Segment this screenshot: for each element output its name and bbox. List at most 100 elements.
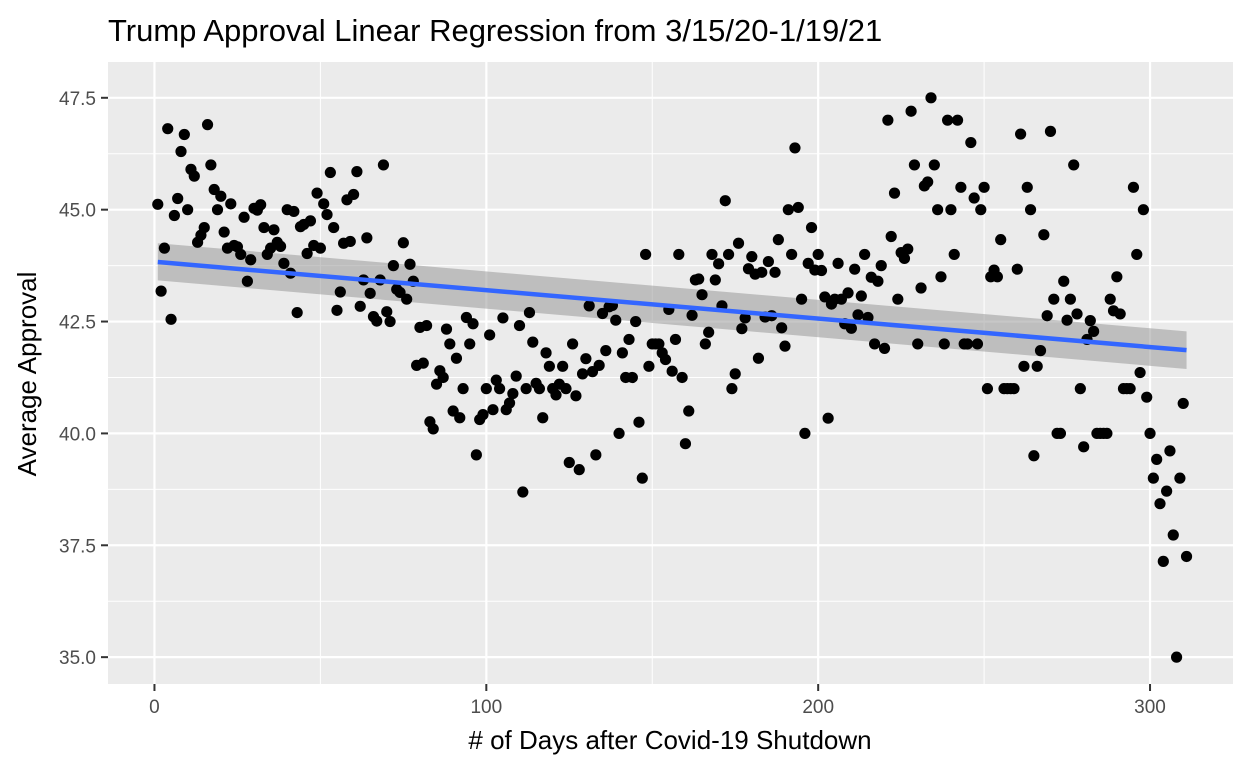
data-point — [922, 176, 934, 188]
y-tick-label: 37.5 — [59, 536, 96, 557]
data-point — [1174, 472, 1186, 484]
data-point — [888, 187, 901, 199]
data-point — [636, 472, 648, 484]
data-point — [583, 300, 595, 312]
data-point — [344, 235, 356, 248]
data-point — [188, 170, 200, 182]
data-point — [736, 323, 748, 335]
data-point — [968, 192, 980, 204]
data-point — [258, 221, 270, 234]
y-tick-label: 47.5 — [59, 89, 96, 110]
y-axis: 35.0 37.5 40.0 42.5 45.0 47.5 — [59, 89, 108, 669]
data-point — [537, 412, 549, 424]
data-point — [882, 114, 894, 126]
data-point — [517, 486, 529, 498]
data-point — [769, 266, 781, 278]
data-point — [1101, 427, 1113, 440]
data-point — [653, 338, 665, 350]
data-point — [563, 456, 575, 469]
data-point — [274, 240, 287, 252]
data-point — [669, 333, 682, 346]
data-point — [205, 159, 217, 171]
data-point — [746, 251, 758, 263]
data-point — [364, 287, 376, 299]
data-point — [318, 198, 330, 210]
data-point — [726, 383, 738, 395]
data-point — [490, 374, 502, 386]
data-point — [1064, 293, 1076, 305]
data-point — [789, 142, 801, 154]
data-point — [152, 198, 164, 210]
data-point — [351, 166, 363, 178]
data-point — [945, 204, 957, 216]
data-point — [215, 190, 227, 202]
data-point — [905, 105, 917, 117]
data-point — [172, 192, 184, 205]
data-point — [868, 338, 881, 350]
data-point — [1068, 159, 1080, 171]
data-point — [1008, 383, 1020, 395]
data-point — [304, 215, 317, 227]
data-point — [381, 306, 393, 318]
data-point — [938, 338, 950, 350]
data-point — [616, 347, 628, 359]
data-point — [427, 423, 439, 435]
data-point — [201, 119, 214, 131]
regression-line — [157, 259, 1187, 353]
data-point — [722, 248, 735, 261]
data-point — [693, 273, 705, 285]
data-point — [238, 211, 250, 223]
data-point — [613, 427, 625, 440]
data-point — [610, 314, 622, 326]
data-point — [155, 285, 167, 297]
data-point — [311, 187, 323, 199]
data-point — [328, 221, 340, 234]
data-point — [235, 248, 247, 261]
data-point — [404, 258, 416, 270]
data-point — [576, 368, 589, 380]
data-point — [175, 145, 187, 158]
data-point — [1024, 204, 1037, 216]
data-point — [1111, 271, 1123, 283]
data-point — [162, 123, 174, 135]
y-tick-label: 35.0 — [59, 648, 96, 669]
x-tick-label: 200 — [802, 697, 834, 718]
data-point — [1180, 550, 1193, 563]
data-point — [417, 357, 429, 369]
data-point — [951, 114, 964, 126]
data-point — [1021, 181, 1033, 193]
data-point — [1018, 360, 1030, 372]
data-point — [1141, 391, 1153, 403]
data-point — [795, 293, 808, 305]
x-tick-label: 100 — [470, 697, 502, 718]
data-point — [898, 252, 911, 265]
data-point — [912, 338, 924, 350]
data-point — [1154, 498, 1166, 510]
data-point — [995, 234, 1007, 246]
data-point — [739, 312, 751, 324]
data-point — [510, 370, 522, 382]
data-point — [842, 287, 854, 299]
data-point — [623, 333, 635, 346]
data-point — [198, 221, 210, 234]
data-point — [772, 234, 784, 246]
data-point — [401, 293, 413, 305]
data-point — [819, 291, 831, 303]
data-point — [633, 416, 645, 428]
data-point — [805, 221, 818, 234]
data-point — [1170, 651, 1183, 663]
data-point — [487, 404, 499, 416]
data-point — [1078, 441, 1090, 453]
data-point — [855, 290, 867, 302]
data-point — [626, 371, 638, 384]
data-point — [935, 271, 947, 283]
data-point — [600, 345, 612, 357]
data-point — [1127, 181, 1140, 193]
data-point — [182, 204, 194, 216]
data-point — [420, 319, 433, 332]
data-point — [1084, 315, 1096, 327]
data-point — [1167, 529, 1179, 541]
y-tick-label: 40.0 — [59, 424, 96, 445]
data-point — [1104, 293, 1116, 305]
data-point — [1164, 445, 1176, 457]
